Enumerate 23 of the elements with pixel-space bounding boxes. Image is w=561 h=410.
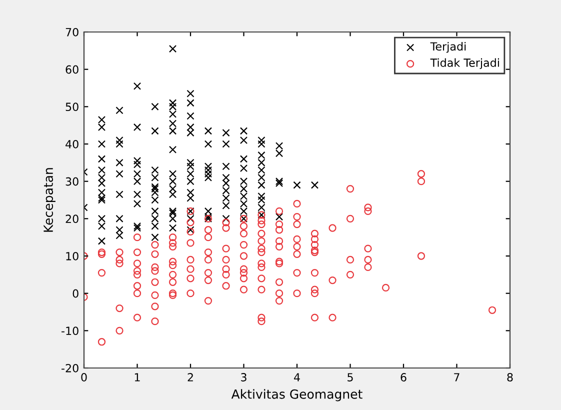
x-tick-label: 7 xyxy=(454,373,460,382)
x-tick-label: 3 xyxy=(241,373,246,382)
x-tick-label: 0 xyxy=(81,373,87,382)
x-tick-label: 5 xyxy=(348,373,353,382)
x-tick-label: 1 xyxy=(134,373,140,382)
y-tick-label: 40 xyxy=(66,140,78,148)
y-axis-title: Kecepatan xyxy=(44,168,56,232)
legend-label: Tidak Terjadi xyxy=(430,58,499,70)
y-tick-label: 50 xyxy=(66,102,78,112)
y-tick-label: -20 xyxy=(62,364,78,372)
x-tick-label: 6 xyxy=(400,373,406,382)
y-tick-label: 70 xyxy=(66,28,78,36)
y-tick-label: 60 xyxy=(66,65,78,74)
legend-label: Terjadi xyxy=(430,42,466,53)
x-axis-title: Aktivitas Geomagnet xyxy=(231,389,362,402)
y-tick-label: -10 xyxy=(62,326,78,336)
y-tick-label: 20 xyxy=(66,214,78,224)
y-tick-label: 0 xyxy=(72,289,78,298)
x-tick-label: 2 xyxy=(188,373,193,382)
y-tick-label: 10 xyxy=(66,252,78,260)
x-tick-label: 8 xyxy=(507,373,513,382)
x-tick-label: 4 xyxy=(294,373,300,382)
y-tick-label: 30 xyxy=(66,177,78,186)
